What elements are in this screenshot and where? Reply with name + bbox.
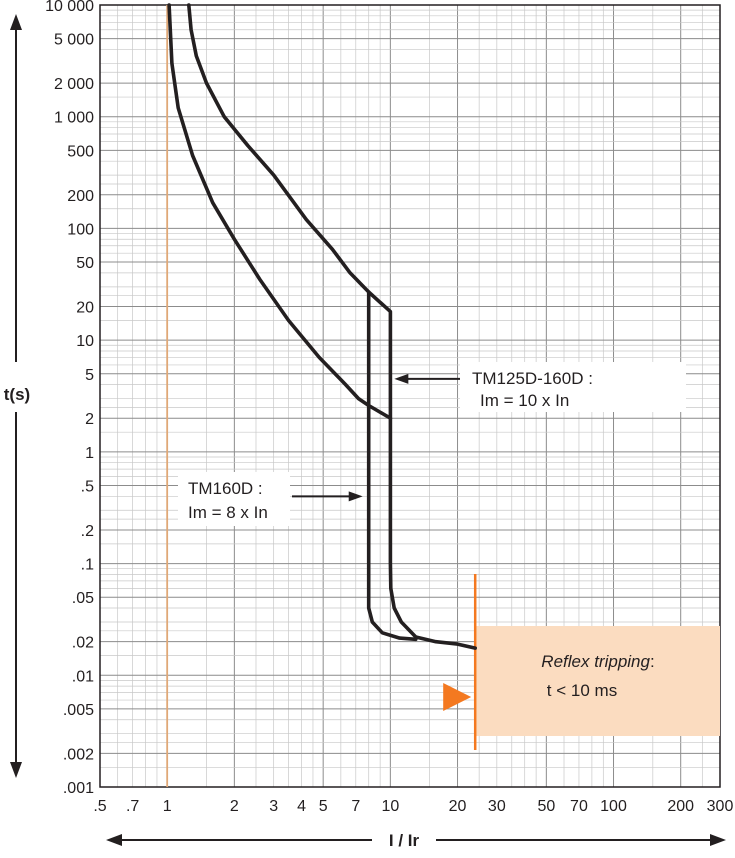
- y-tick-label: 100: [67, 221, 94, 238]
- y-tick-label: 10 000: [45, 0, 94, 15]
- reflex-tripping-title-text: Reflex tripping: [541, 652, 650, 671]
- annotation-tm160d-arrow-head: [348, 491, 363, 502]
- y-tick-labels: 10 000 5 000 2 000 1 000 500 200 100 50 20 10 5 2 1.…: [45, 0, 94, 797]
- y-tick-label: 50: [76, 255, 94, 272]
- x-tick-label: 50: [537, 798, 555, 815]
- x-tick-label: 3: [269, 798, 278, 815]
- x-tick-label: 30: [488, 798, 506, 815]
- annotation-layer: [292, 373, 464, 502]
- x-tick-label: .7: [126, 798, 139, 815]
- y-tick-label: .005: [63, 702, 94, 719]
- x-tick-label: 100: [600, 798, 627, 815]
- annotation-tm160d-background: [178, 472, 290, 526]
- reflex-tripping-box: [475, 626, 720, 736]
- y-tick-label: 500: [67, 143, 94, 160]
- y-tick-label: .01: [72, 668, 94, 685]
- curve-layer: [167, 3, 477, 650]
- y-tick-label: .2: [81, 523, 94, 540]
- x-tick-label: 20: [449, 798, 467, 815]
- annotation-tm125d-160d: TM125D-160D : Im = 10 x In: [460, 362, 686, 412]
- x-tick-label: 70: [570, 798, 588, 815]
- x-tick-label: 7: [351, 798, 360, 815]
- annotation-tm160d: TM160D : Im = 8 x In: [178, 472, 290, 526]
- y-tick-label: 2: [85, 411, 94, 428]
- y-axis-arrow: [10, 14, 22, 778]
- reflex-tripping-title: Reflex tripping:: [541, 652, 654, 671]
- annotation-tm125d-160d-arrow-head: [394, 373, 409, 384]
- y-tick-label: .001: [63, 780, 94, 797]
- plot-frame: [99, 4, 721, 788]
- reflex-box-layer: [443, 574, 720, 750]
- curve-series-2: [366, 290, 393, 420]
- x-axis-label: I / Ir: [389, 831, 420, 850]
- y-tick-label: 10: [76, 333, 94, 350]
- x-tick-labels: .5 .7 1 2 3 4 5 7 10 20 30 50 70 100 200 300: [93, 798, 733, 815]
- y-tick-label: .1: [81, 557, 94, 574]
- annotation-tm125d-160d-line2: Im = 10 x In: [480, 391, 569, 410]
- reflex-tripping-value: t < 10 ms: [547, 681, 617, 700]
- annotation-tm160d-line2: Im = 8 x In: [188, 503, 268, 522]
- y-tick-label: 20: [76, 300, 94, 317]
- reflex-tripping-title-colon: :: [650, 652, 655, 671]
- annotation-tm125d-160d-background: [460, 362, 686, 412]
- curve-series-0: [167, 3, 477, 650]
- y-axis-label: t(s): [4, 385, 30, 404]
- x-axis-arrow: [106, 834, 726, 846]
- y-tick-label: 1: [85, 445, 94, 462]
- annotation-tm125d-160d-line1: TM125D-160D :: [472, 369, 593, 388]
- y-tick-label: 5 000: [54, 32, 94, 49]
- x-tick-label: 1: [163, 798, 172, 815]
- y-tick-label: 1 000: [54, 110, 94, 127]
- y-tick-label: 5: [85, 367, 94, 384]
- x-tick-label: 200: [667, 798, 694, 815]
- curve-series-1: [187, 3, 418, 642]
- annotation-tm160d-line1: TM160D :: [188, 479, 263, 498]
- y-tick-label: .05: [72, 590, 94, 607]
- x-tick-label: 2: [230, 798, 239, 815]
- reflex-tripping-marker: [443, 683, 472, 711]
- x-tick-label: 300: [707, 798, 734, 815]
- y-tick-label: .5: [81, 478, 94, 495]
- x-tick-label: 10: [381, 798, 399, 815]
- x-tick-label: 5: [319, 798, 328, 815]
- y-tick-label: 200: [67, 188, 94, 205]
- x-tick-label: .5: [93, 798, 106, 815]
- x-tick-label: 4: [297, 798, 306, 815]
- y-tick-label: .002: [63, 746, 94, 763]
- y-tick-label: .02: [72, 635, 94, 652]
- y-tick-label: 2 000: [54, 76, 94, 93]
